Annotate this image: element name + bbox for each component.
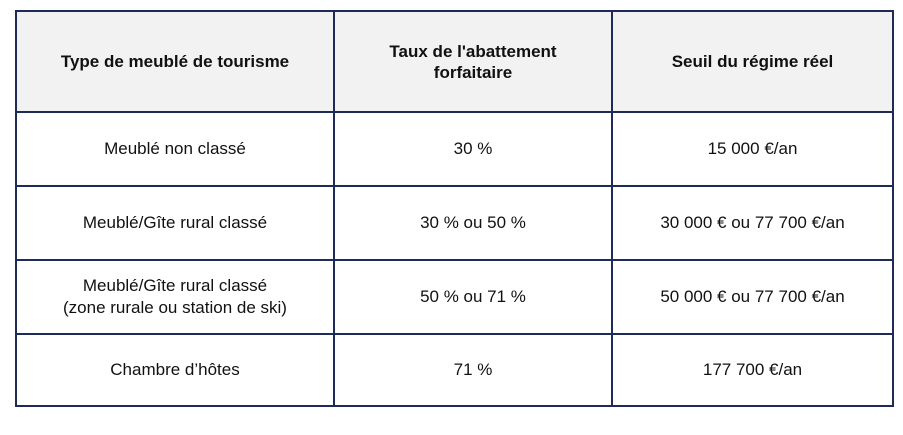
cell-seuil: 50 000 € ou 77 700 €/an (611, 259, 894, 335)
cell-seuil: 177 700 €/an (611, 333, 894, 407)
cell-type: Chambre d’hôtes (15, 333, 335, 407)
cell-taux: 50 % ou 71 % (333, 259, 613, 335)
cell-taux: 30 % (333, 111, 613, 187)
cell-type: Meublé/Gîte rural classé (zone rurale ou… (15, 259, 335, 335)
cell-taux: 30 % ou 50 % (333, 185, 613, 261)
cell-type-line-1: Meublé/Gîte rural classé (82, 276, 268, 295)
cell-taux: 71 % (333, 333, 613, 407)
header-seuil-text: Seuil du régime réel (671, 52, 834, 71)
cell-seuil: 15 000 €/an (611, 111, 894, 187)
header-taux-line-1: Taux de l'abattement (389, 41, 557, 61)
table-row: Meublé/Gîte rural classé 30 % ou 50 % 30… (15, 185, 894, 261)
cell-seuil: 30 000 € ou 77 700 €/an (611, 185, 894, 261)
cell-type-line-2: (zone rurale ou station de ski) (63, 298, 287, 317)
header-seuil: Seuil du régime réel (611, 10, 894, 113)
header-type: Type de meublé de tourisme (15, 10, 335, 113)
table-row: Meublé non classé 30 % 15 000 €/an (15, 111, 894, 187)
table-header: Type de meublé de tourisme Taux de l'aba… (15, 10, 894, 113)
table-row: Chambre d’hôtes 71 % 177 700 €/an (15, 333, 894, 407)
header-taux: Taux de l'abattement forfaitaire (333, 10, 613, 113)
header-type-text: Type de meublé de tourisme (60, 52, 290, 71)
cell-type-line-1: Chambre d’hôtes (110, 360, 240, 379)
cell-type: Meublé/Gîte rural classé (15, 185, 335, 261)
table-body: Meublé non classé 30 % 15 000 €/an Meubl… (15, 111, 894, 407)
cell-type: Meublé non classé (15, 111, 335, 187)
header-row: Type de meublé de tourisme Taux de l'aba… (15, 10, 894, 113)
header-taux-line-2: forfaitaire (433, 62, 513, 82)
table-row: Meublé/Gîte rural classé (zone rurale ou… (15, 259, 894, 335)
cell-type-line-1: Meublé non classé (104, 139, 246, 158)
abattement-table: Type de meublé de tourisme Taux de l'aba… (15, 10, 894, 407)
cell-type-line-1: Meublé/Gîte rural classé (82, 213, 268, 232)
